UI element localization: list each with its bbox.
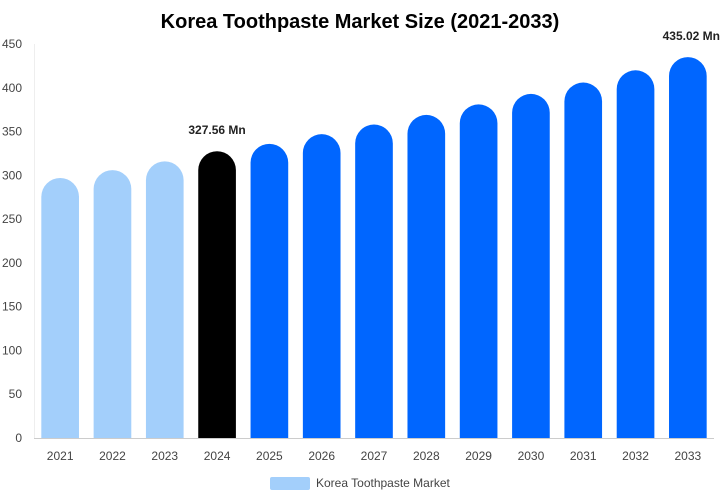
y-axis: 0 50 100 150 200 250 300 350 400 450: [2, 37, 714, 445]
legend-swatch: [270, 477, 310, 490]
legend-label: Korea Toothpaste Market: [316, 476, 451, 490]
x-tick-label: 2023: [151, 449, 178, 463]
bar-2021[interactable]: [41, 177, 79, 438]
data-label-2024: 327.56 Mn: [188, 123, 245, 137]
bar-2026[interactable]: [302, 134, 341, 439]
x-tick-label: 2021: [47, 449, 74, 463]
x-tick-label: 2031: [570, 449, 597, 463]
bar-2029[interactable]: [459, 104, 498, 438]
bar-2022[interactable]: [93, 170, 132, 438]
x-tick-label: 2025: [256, 449, 283, 463]
legend[interactable]: Korea Toothpaste Market: [270, 476, 451, 490]
y-tick-label: 350: [2, 125, 22, 139]
x-tick-label: 2033: [674, 449, 701, 463]
x-axis: 2021 2022 2023 2024 2025 2026 2027 2028 2029 2030…: [47, 449, 702, 463]
bar-2030[interactable]: [512, 93, 550, 439]
y-tick-label: 100: [2, 343, 22, 357]
y-tick-label: 250: [2, 212, 22, 226]
x-tick-label: 2029: [465, 449, 492, 463]
x-tick-label: 2028: [413, 449, 440, 463]
bars: [41, 57, 707, 439]
y-tick-label: 450: [2, 37, 22, 51]
y-tick-label: 150: [2, 300, 22, 314]
bar-2024[interactable]: [198, 151, 236, 439]
x-tick-label: 2022: [99, 449, 126, 463]
y-tick-label: 50: [9, 387, 23, 401]
x-tick-label: 2024: [204, 449, 231, 463]
bar-2033[interactable]: [669, 57, 707, 438]
x-tick-label: 2032: [622, 449, 649, 463]
bar-2025[interactable]: [250, 143, 289, 438]
y-tick-label: 0: [15, 431, 22, 445]
bar-2032[interactable]: [616, 70, 655, 438]
x-tick-label: 2030: [518, 449, 545, 463]
y-tick-label: 400: [2, 81, 22, 95]
y-tick-label: 300: [2, 168, 22, 182]
bar-2031[interactable]: [564, 82, 603, 439]
y-tick-label: 200: [2, 256, 22, 270]
bar-2028[interactable]: [407, 114, 446, 439]
chart-title: Korea Toothpaste Market Size (2021-2033): [161, 11, 560, 33]
data-label-2033: 435.02 Mn: [663, 29, 720, 43]
bar-2023[interactable]: [145, 161, 184, 438]
data-labels: 327.56 Mn 435.02 Mn: [188, 29, 720, 137]
x-tick-label: 2027: [361, 449, 388, 463]
x-tick-label: 2026: [308, 449, 335, 463]
bar-2027[interactable]: [355, 124, 393, 439]
